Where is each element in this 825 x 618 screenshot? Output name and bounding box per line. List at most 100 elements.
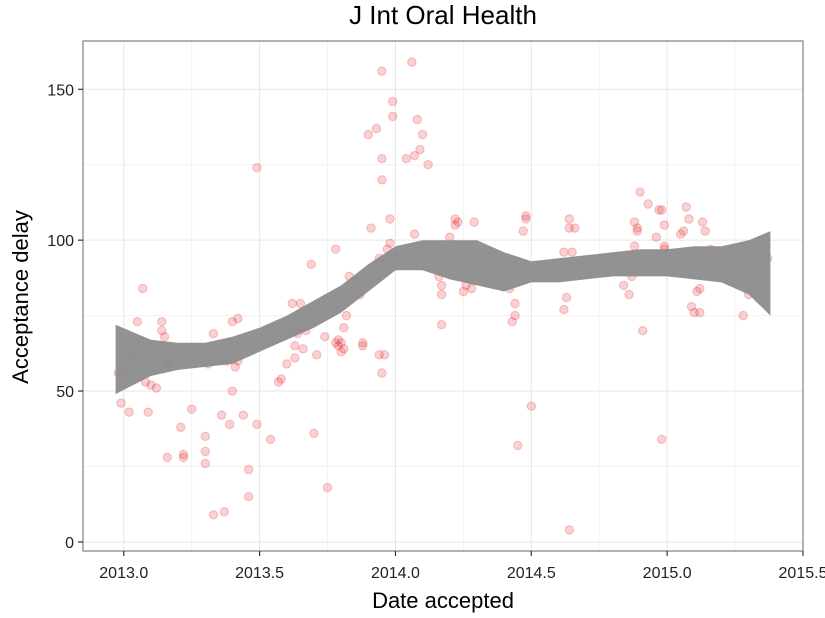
data-point bbox=[358, 341, 368, 351]
data-point bbox=[624, 289, 634, 300]
data-point bbox=[339, 323, 349, 333]
data-point bbox=[320, 332, 330, 342]
data-point bbox=[227, 317, 238, 327]
data-point bbox=[377, 66, 387, 76]
data-point bbox=[417, 129, 428, 140]
data-point bbox=[466, 283, 477, 294]
data-point bbox=[377, 368, 387, 378]
data-point bbox=[681, 202, 691, 212]
data-point bbox=[146, 380, 156, 390]
data-point bbox=[309, 428, 319, 438]
data-point bbox=[659, 241, 670, 251]
data-point bbox=[339, 344, 349, 354]
data-point bbox=[295, 298, 306, 309]
data-point bbox=[445, 232, 455, 242]
data-point bbox=[124, 407, 134, 417]
data-point bbox=[510, 298, 520, 309]
data-point bbox=[178, 452, 189, 463]
x-tick-label: 2013.0 bbox=[99, 565, 148, 582]
y-tick-label: 150 bbox=[47, 82, 74, 99]
data-point bbox=[654, 205, 664, 215]
data-point bbox=[331, 244, 341, 254]
data-point bbox=[700, 226, 710, 236]
data-point bbox=[162, 452, 172, 463]
data-point bbox=[377, 175, 387, 185]
data-point bbox=[564, 223, 574, 233]
data-point bbox=[159, 332, 170, 342]
data-point bbox=[619, 280, 629, 291]
data-point bbox=[570, 223, 580, 233]
data-point bbox=[227, 386, 238, 396]
data-point bbox=[374, 350, 384, 360]
data-point bbox=[657, 434, 667, 444]
y-tick-label: 0 bbox=[65, 535, 74, 552]
data-point bbox=[282, 359, 292, 369]
y-axis: 0 50 100 150 bbox=[47, 82, 83, 552]
data-point bbox=[564, 214, 574, 224]
data-point bbox=[458, 286, 469, 297]
data-point bbox=[697, 217, 708, 227]
data-point bbox=[415, 144, 425, 155]
data-point bbox=[521, 214, 531, 224]
data-point bbox=[629, 217, 640, 227]
data-point bbox=[178, 449, 189, 460]
data-point bbox=[469, 217, 479, 227]
data-point bbox=[632, 223, 642, 233]
data-point bbox=[366, 223, 376, 233]
data-point bbox=[567, 247, 577, 257]
data-point bbox=[331, 338, 341, 348]
data-point bbox=[138, 283, 148, 294]
data-point bbox=[287, 298, 297, 309]
data-point bbox=[526, 401, 536, 411]
data-point bbox=[276, 374, 286, 384]
data-point bbox=[689, 307, 699, 318]
y-tick-label: 100 bbox=[47, 233, 74, 250]
data-point bbox=[238, 410, 249, 420]
x-tick-label: 2015.5 bbox=[779, 565, 825, 582]
data-point bbox=[518, 226, 528, 236]
data-point bbox=[377, 154, 387, 164]
data-point bbox=[738, 310, 748, 321]
data-point bbox=[436, 320, 447, 330]
data-point bbox=[265, 434, 276, 444]
data-point bbox=[635, 187, 645, 197]
data-point bbox=[371, 123, 382, 134]
data-point bbox=[312, 350, 322, 360]
data-point bbox=[412, 114, 422, 125]
data-point bbox=[290, 353, 300, 363]
data-point bbox=[436, 280, 447, 291]
data-point bbox=[333, 335, 344, 345]
data-point bbox=[651, 232, 661, 242]
data-point bbox=[564, 525, 574, 535]
data-point bbox=[388, 96, 398, 107]
data-point bbox=[450, 214, 460, 224]
data-point bbox=[290, 341, 300, 351]
data-point bbox=[200, 458, 211, 469]
data-point bbox=[151, 383, 162, 393]
data-point bbox=[219, 507, 230, 517]
data-point bbox=[657, 205, 667, 215]
data-point bbox=[336, 347, 346, 357]
data-point bbox=[559, 304, 569, 315]
data-point bbox=[385, 238, 395, 248]
data-point bbox=[513, 440, 523, 451]
data-point bbox=[643, 199, 653, 209]
data-point bbox=[244, 464, 254, 475]
data-point bbox=[216, 410, 227, 420]
data-point bbox=[336, 338, 346, 348]
data-point bbox=[306, 259, 316, 269]
data-point bbox=[143, 407, 153, 417]
x-tick-label: 2013.5 bbox=[235, 565, 284, 582]
data-point bbox=[379, 350, 390, 360]
x-axis-label: Date accepted bbox=[372, 588, 514, 613]
data-point bbox=[244, 492, 254, 502]
data-point bbox=[200, 446, 211, 457]
data-point bbox=[436, 289, 447, 300]
data-point bbox=[401, 154, 411, 164]
plot-panel-border bbox=[82, 40, 804, 552]
data-point bbox=[684, 214, 694, 224]
data-point bbox=[157, 326, 167, 336]
data-point bbox=[363, 129, 373, 140]
data-point bbox=[157, 317, 167, 327]
